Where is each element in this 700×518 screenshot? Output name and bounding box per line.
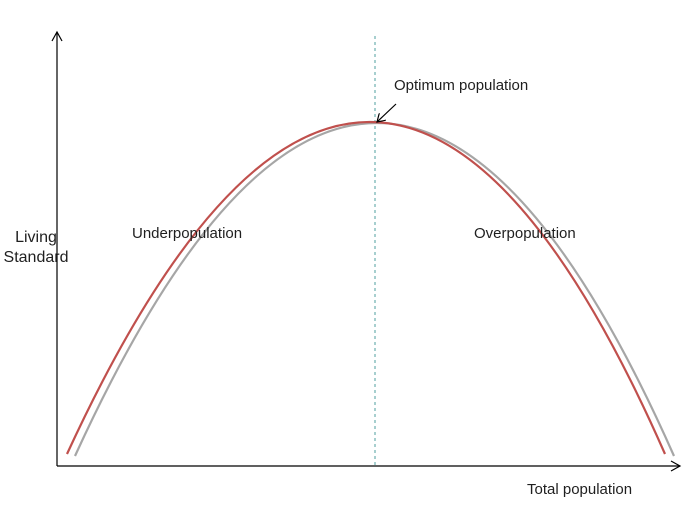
overpopulation-label: Overpopulation <box>474 225 576 242</box>
y-axis-label: Living Standard <box>3 229 69 266</box>
x-axis-label: Total population <box>527 481 633 498</box>
underpopulation-label: Underpopulation <box>132 225 243 242</box>
y-axis-arrowhead <box>51 30 63 42</box>
optimum-arrow <box>377 103 397 122</box>
x-axis-arrowhead <box>670 460 682 472</box>
optimum-population-label: Optimum population <box>394 77 529 94</box>
curve-primary <box>66 121 667 455</box>
